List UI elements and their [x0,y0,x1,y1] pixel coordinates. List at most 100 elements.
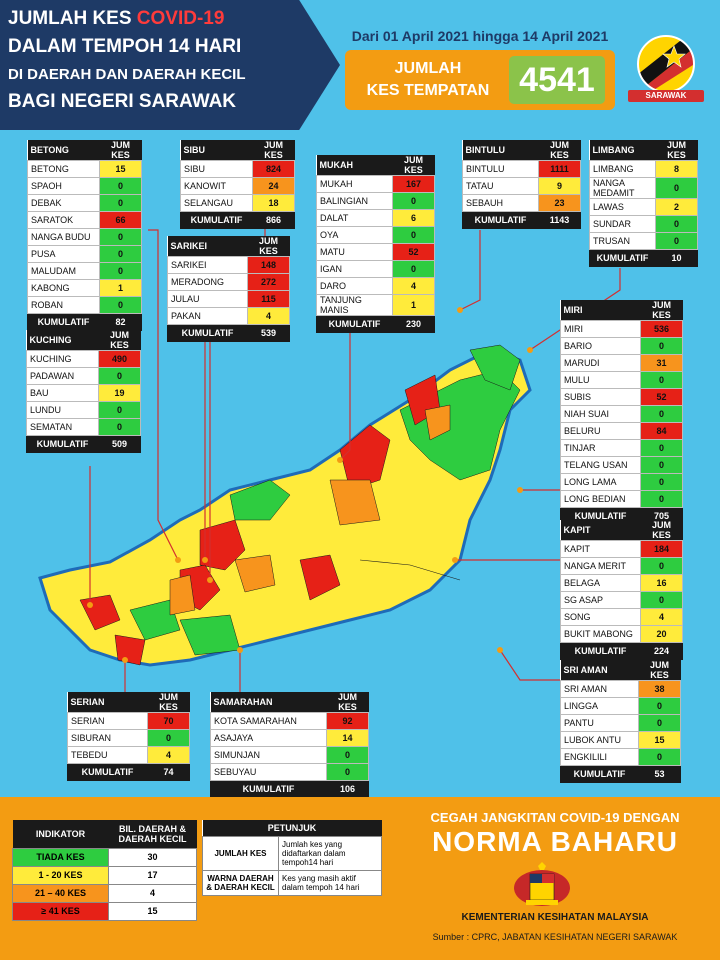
district-name: TINJAR [560,439,641,457]
district-name: DEBAK [27,194,100,212]
indicator-label: 1 - 20 KES [12,865,109,885]
cumulative-label: KUMULATIF [167,324,248,342]
cumulative-row: KUMULATIF 224 [560,642,683,660]
table-row: SIMUNJAN 0 [210,746,369,764]
table-row: BELURU 84 [560,422,683,440]
table-row: MATU 52 [316,243,435,261]
district-name: SEMATAN [26,418,99,436]
district-name: KABONG [27,279,100,297]
cumulative-value: 509 [98,435,141,453]
table-row: OYA 0 [316,226,435,244]
district-cases: 16 [640,574,683,592]
cumulative-value: 106 [326,780,369,798]
indicator-label: 21 – 40 KES [12,883,109,903]
district-name: SELANGAU [180,194,253,212]
map-region-marudi [424,404,451,441]
total-cases-box: JUMLAH KES TEMPATAN 4541 [345,50,615,110]
cumulative-value: 82 [99,313,142,331]
district-cases: 1 [392,294,435,316]
cumulative-label: KUMULATIF [67,763,148,781]
petunjuk-term: JUMLAH KES [202,835,279,871]
table-row: ENGKILILI 0 [560,748,681,766]
district-cases: 536 [640,320,683,338]
cumulative-value: 10 [655,249,698,267]
district-cases: 15 [99,160,142,178]
indicator-table: INDIKATOR BIL. DAERAH & DAERAH KECIL TIA… [12,820,197,921]
district-name: OYA [316,226,393,244]
indicator-count: 15 [108,901,197,921]
table-row: MIRI 536 [560,320,683,338]
table-row: JUMLAH KES Jumlah kes yang didaftarkan da… [202,835,382,871]
division-table-samarahan: SAMARAHAN JUM KES KOTA SAMARAHAN 92 ASAJAYA 1… [210,692,369,798]
cumulative-value: 224 [640,642,683,660]
district-name: IGAN [316,260,393,278]
table-row: PUSA 0 [27,245,142,263]
district-name: BAU [26,384,99,402]
map-region-kapit [299,554,341,601]
cumulative-value: 1143 [538,211,581,229]
district-cases: 115 [247,290,290,308]
table-row: BARIO 0 [560,337,683,355]
district-name: MERADONG [167,273,248,291]
district-name: TANJUNG MANIS [316,294,393,316]
district-cases: 19 [98,384,141,402]
cumulative-value: 539 [247,324,290,342]
table-row: 21 – 40 KES 4 [12,883,197,903]
division-table-sibu: SIBU JUM KES SIBU 824 KANOWIT 24 SELANGAU 18 KUM… [180,140,295,229]
district-name: SRI AMAN [560,680,639,698]
table-row: DARO 4 [316,277,435,295]
map-kapit-division-line [359,559,461,581]
cases-column-header: JUM KES [655,140,698,161]
table-row: PAKAN 4 [167,307,290,325]
table-row: PADAWAN 0 [26,367,141,385]
district-name: MULU [560,371,641,389]
district-cases: 167 [392,175,435,193]
cumulative-label: KUMULATIF [589,249,656,267]
district-name: KAPIT [560,540,641,558]
district-name: LONG BEDIAN [560,490,641,508]
cumulative-label: KUMULATIF [462,211,539,229]
division-table-miri: MIRI JUM KES MIRI 536 BARIO 0 MARUDI 31 MULU 0 SUB… [560,300,683,525]
district-name: ASAJAYA [210,729,327,747]
district-cases: 15 [638,731,681,749]
district-cases: 1111 [538,160,581,178]
map-region-sebauh [329,479,381,526]
district-name: MIRI [560,320,641,338]
district-cases: 0 [326,746,369,764]
cumulative-value: 53 [638,765,681,783]
table-row: BETONG 15 [27,160,142,178]
district-name: SIBU [180,160,253,178]
table-row: SEMATAN 0 [26,418,141,436]
district-name: ROBAN [27,296,100,314]
cases-column-header: JUM KES [252,140,295,161]
district-cases: 4 [247,307,290,325]
table-row: LUBOK ANTU 15 [560,731,681,749]
date-range: Dari 01 April 2021 hingga 14 April 2021 [351,28,609,44]
district-name: NIAH SUAI [560,405,641,423]
district-name: JULAU [167,290,248,308]
table-row: BAU 19 [26,384,141,402]
district-cases: 18 [252,194,295,212]
table-row: NANGA MEDAMIT 0 [589,177,698,199]
district-cases: 0 [99,262,142,280]
district-name: SONG [560,608,641,626]
district-cases: 0 [655,215,698,233]
cumulative-row: KUMULATIF 1143 [462,211,581,229]
indicator-count: 4 [108,883,197,903]
table-row: KAPIT 184 [560,540,683,558]
district-cases: 0 [98,401,141,419]
division-name: SERIAN [67,692,148,713]
table-row: BINTULU 1111 [462,160,581,178]
district-cases: 490 [98,350,141,368]
table-row: BELAGA 16 [560,574,683,592]
table-row: BUKIT MABONG 20 [560,625,683,643]
district-cases: 0 [98,418,141,436]
district-cases: 0 [98,367,141,385]
district-cases: 0 [655,232,698,250]
cumulative-label: KUMULATIF [180,211,253,229]
division-name: BINTULU [462,140,539,161]
district-cases: 0 [638,748,681,766]
district-cases: 824 [252,160,295,178]
source-text: Sumber : CPRC, JABATAN KESIHATAN NEGERI … [432,932,678,942]
division-name: SIBU [180,140,253,161]
